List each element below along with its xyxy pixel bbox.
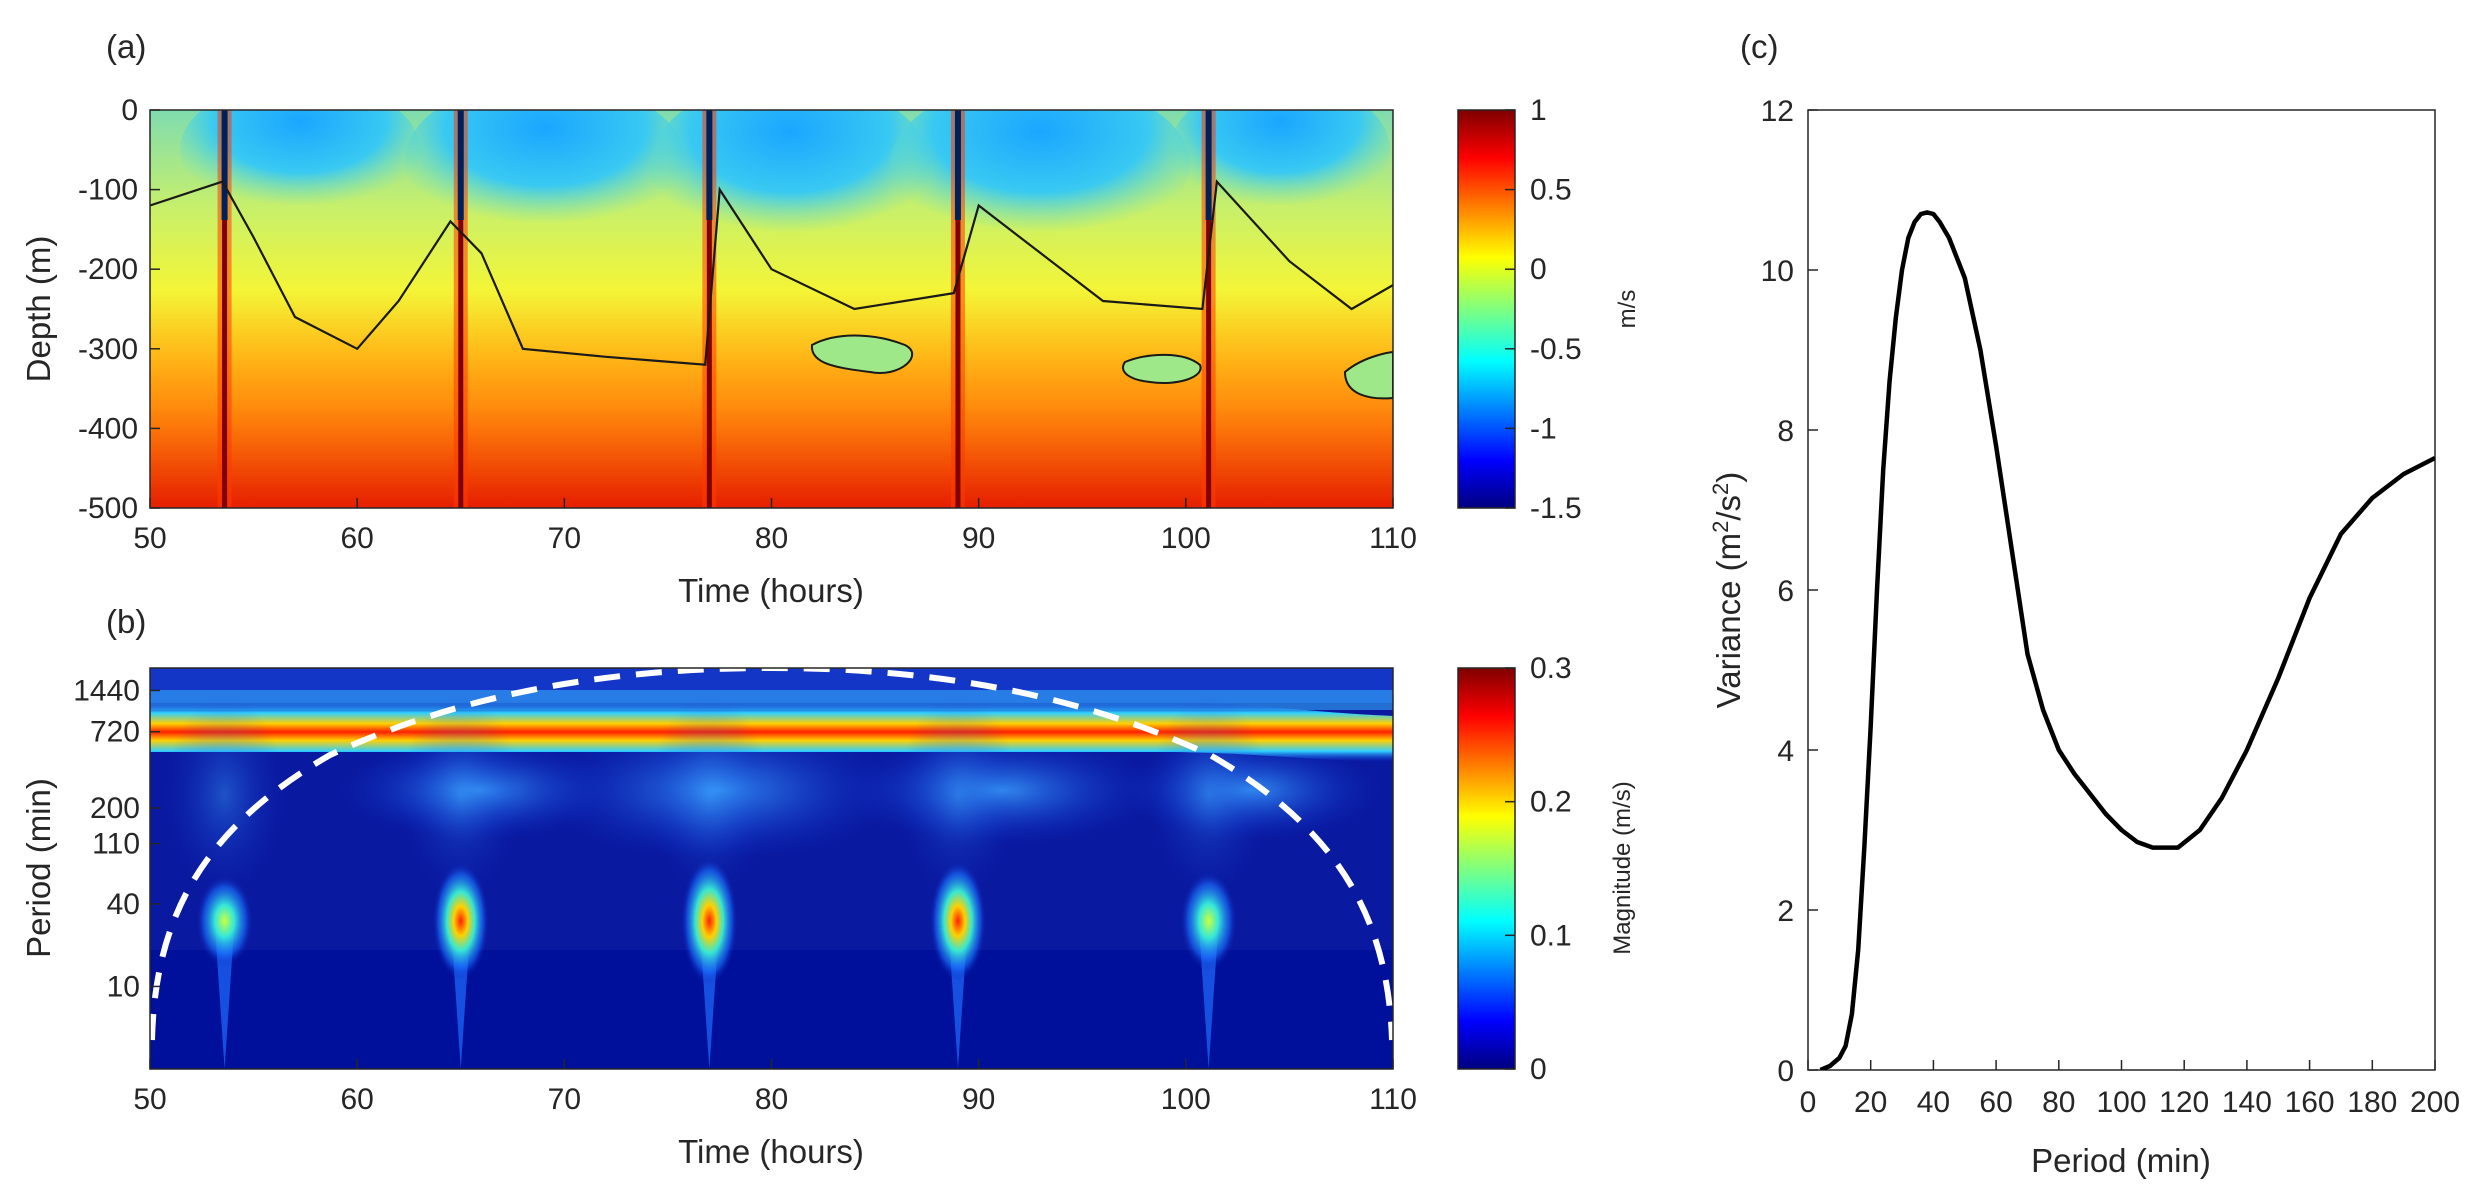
colorbar-a-label: m/s xyxy=(1614,290,1641,329)
panel-a-heatmap xyxy=(150,110,1393,508)
x-tick-label: 50 xyxy=(133,522,166,555)
burst-blob xyxy=(929,861,986,981)
x-tick-label: 20 xyxy=(1854,1086,1887,1119)
x-tick-label: 0 xyxy=(1800,1086,1817,1119)
colorbar-tick-label: 0.3 xyxy=(1530,652,1572,685)
x-tick-label: 100 xyxy=(1161,1083,1211,1116)
colorbar-a: 1 0.5 0 -0.5 -1 -1.5 m/s xyxy=(1457,94,1641,525)
y-tick-label: 12 xyxy=(1761,95,1794,128)
panel-c: (c) 0 20 40 60 80 100 120 140 160 180 200 0 2 4 6 8 10 12… xyxy=(1708,28,2460,1179)
y-tick-label: -500 xyxy=(78,492,138,525)
colorbar-tick-label: 0 xyxy=(1530,253,1547,286)
x-tick-label: 90 xyxy=(962,522,995,555)
burst-glow xyxy=(1148,694,1269,895)
panel-b-xlabel: Time (hours) xyxy=(678,1133,864,1170)
panel-c-label: (c) xyxy=(1740,28,1778,65)
y-tick-label: 4 xyxy=(1777,735,1794,768)
burst-blob xyxy=(681,857,738,985)
y-tick-label: 0 xyxy=(1777,1055,1794,1088)
burst-glow xyxy=(400,694,521,895)
x-tick-label: 160 xyxy=(2285,1086,2335,1119)
colorbar-tick-label: 0.5 xyxy=(1530,174,1572,207)
y-tick-label: 0 xyxy=(121,94,138,127)
spike-top xyxy=(221,110,228,220)
x-tick-label: 200 xyxy=(2410,1086,2460,1119)
colorbar-b: 0.3 0.2 0.1 0 Magnitude (m/s) xyxy=(1457,652,1636,1086)
spike-core xyxy=(955,110,961,508)
panel-c-xlabel: Period (min) xyxy=(2031,1142,2211,1179)
x-tick-label: 90 xyxy=(962,1083,995,1116)
spike-top xyxy=(1205,110,1212,220)
burst-glow xyxy=(649,694,770,895)
colorbar-b-label: Magnitude (m/s) xyxy=(1609,781,1636,954)
y-tick-label: 200 xyxy=(90,792,140,825)
x-tick-label: 60 xyxy=(340,522,373,555)
spike-top xyxy=(706,110,713,220)
x-tick-label: 60 xyxy=(340,1083,373,1116)
contour-island xyxy=(810,334,913,374)
contour-island xyxy=(1343,350,1393,400)
burst-glow xyxy=(164,694,285,895)
spike-core xyxy=(1206,110,1212,508)
burst-blob xyxy=(196,875,253,967)
y-tick-label: 110 xyxy=(92,828,140,861)
panel-a-xlabel: Time (hours) xyxy=(678,572,864,609)
colorbar-tick-label: -0.5 xyxy=(1530,333,1582,366)
x-tick-label: 140 xyxy=(2222,1086,2272,1119)
spike-top xyxy=(457,110,464,220)
spike-top xyxy=(954,110,961,220)
x-tick-label: 110 xyxy=(1369,1083,1417,1116)
y-tick-label: 10 xyxy=(107,970,140,1003)
panel-c-ylabel: Variance (m2/s2) xyxy=(1708,472,1747,709)
panel-a-label: (a) xyxy=(106,28,146,65)
x-tick-label: 60 xyxy=(1979,1086,2012,1119)
panel-b-label: (b) xyxy=(106,603,146,640)
y-tick-label: 1440 xyxy=(73,674,140,707)
spike-core xyxy=(222,110,228,508)
colorbar-tick-label: -1.5 xyxy=(1530,492,1582,525)
x-tick-label: 70 xyxy=(548,1083,581,1116)
y-tick-label: -200 xyxy=(78,253,138,286)
x-tick-label: 70 xyxy=(548,522,581,555)
variance-line xyxy=(1819,210,2435,1070)
x-tick-label: 50 xyxy=(133,1083,166,1116)
x-tick-label: 80 xyxy=(755,522,788,555)
y-tick-label: 10 xyxy=(1761,255,1794,288)
spike-core xyxy=(458,110,464,508)
colorbar-tick-label: 1 xyxy=(1530,94,1547,127)
panel-a-ylabel: Depth (m) xyxy=(20,236,57,383)
y-tick-label: -100 xyxy=(78,174,138,207)
y-tick-label: -300 xyxy=(78,333,138,366)
y-tick-label: -400 xyxy=(78,412,138,445)
x-tick-label: 180 xyxy=(2347,1086,2397,1119)
contour-island xyxy=(1122,353,1202,384)
x-tick-label: 100 xyxy=(2096,1086,2146,1119)
colorbar-tick-label: 0.2 xyxy=(1530,786,1572,819)
y-tick-label: 6 xyxy=(1777,575,1794,608)
y-tick-label: 720 xyxy=(90,716,140,749)
x-tick-label: 120 xyxy=(2159,1086,2209,1119)
panel-a: (a) 50 60 70 80 90 100 110 0 -100 -200 -300 -400 -50… xyxy=(20,28,1641,609)
burst-glow xyxy=(897,694,1018,895)
panel-b-heatmap xyxy=(150,668,1393,1069)
x-tick-label: 80 xyxy=(755,1083,788,1116)
colorbar-tick-label: 0.1 xyxy=(1530,919,1572,952)
y-tick-label: 40 xyxy=(107,888,140,921)
x-tick-label: 110 xyxy=(1369,522,1417,555)
x-tick-label: 40 xyxy=(1917,1086,1950,1119)
x-tick-label: 100 xyxy=(1161,522,1211,555)
colorbar-tick-label: -1 xyxy=(1530,412,1557,445)
colorbar-tick-label: 0 xyxy=(1530,1053,1547,1086)
x-tick-label: 80 xyxy=(2042,1086,2075,1119)
y-tick-label: 2 xyxy=(1777,895,1794,928)
burst-blob xyxy=(1180,871,1237,971)
burst-blob xyxy=(432,862,489,980)
panel-b-ylabel: Period (min) xyxy=(20,778,57,958)
y-tick-label: 8 xyxy=(1777,415,1794,448)
